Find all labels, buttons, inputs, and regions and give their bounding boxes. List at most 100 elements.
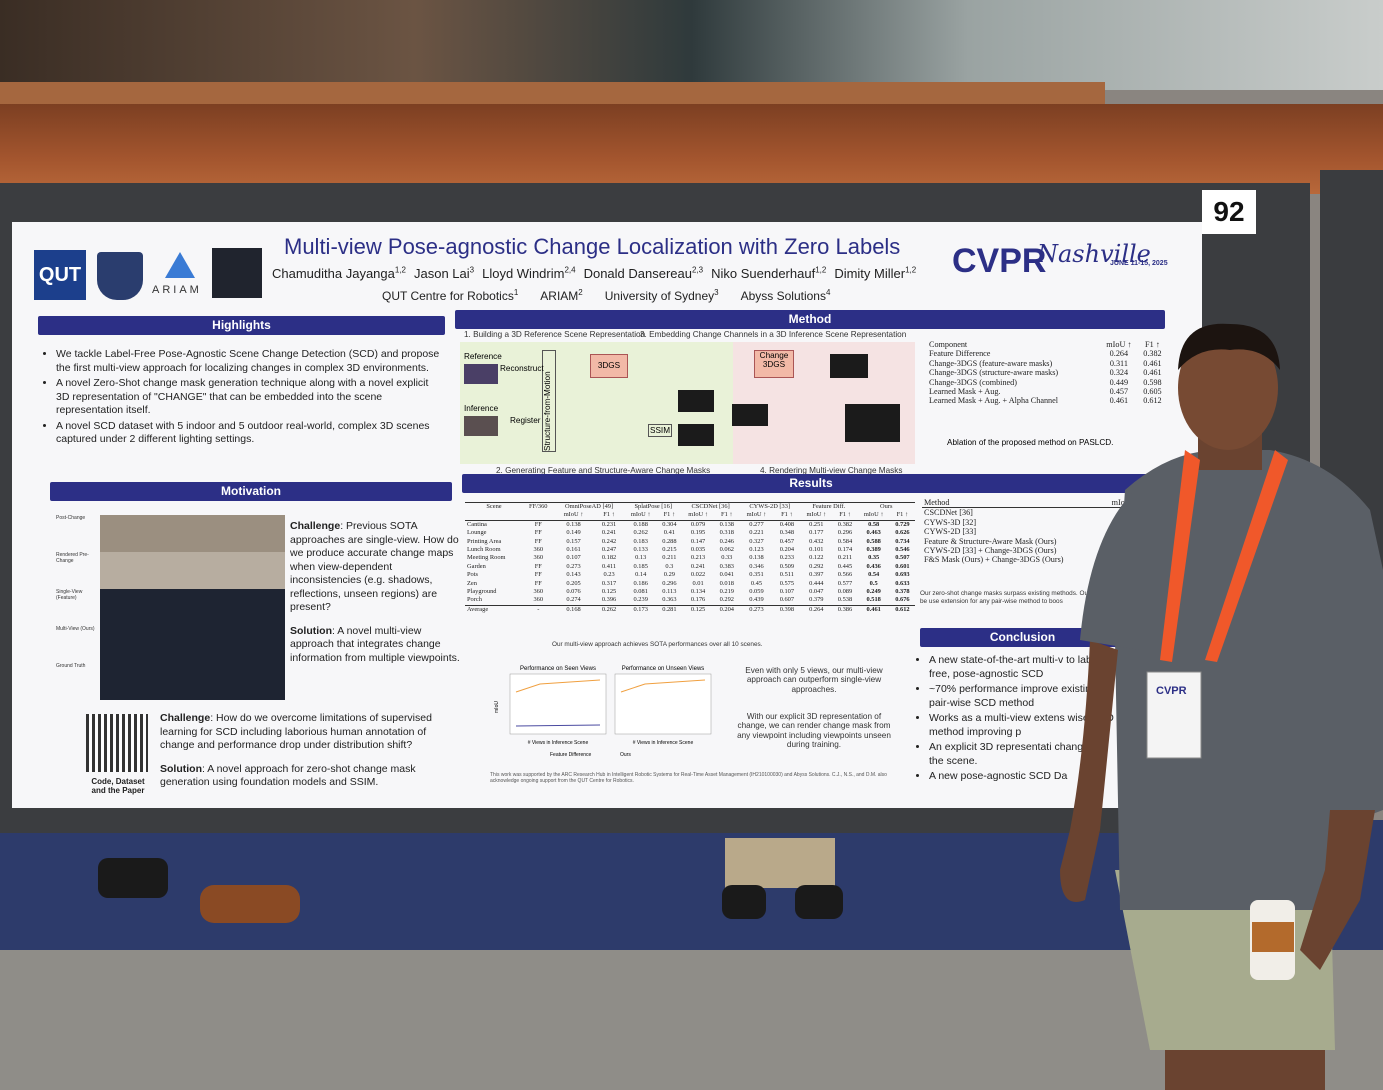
row-labels: Post-Change Rendered Pre-Change Single-Vie…	[56, 515, 100, 700]
sleeve	[1080, 485, 1140, 650]
plot-title: Performance on Unseen Views	[622, 666, 705, 672]
cell: Feature Difference	[929, 349, 991, 359]
item-label: Solution	[160, 762, 202, 775]
cell: 0.047	[809, 588, 824, 596]
wall	[0, 104, 1383, 194]
cell: 0.607	[779, 596, 795, 604]
cell: 0.273	[566, 562, 581, 570]
cell: 0.575	[779, 579, 795, 587]
qr-caption: Code, Dataset and the Paper	[91, 777, 145, 795]
y-axis-label: mIoU	[494, 701, 500, 713]
logo-mark	[165, 252, 195, 278]
cell: 0.138	[566, 520, 581, 528]
header-row: Scene FF/360 OmniPoseAD [49] SplatPose [16]…	[465, 502, 915, 512]
cell: 0.123	[749, 546, 764, 554]
row-label: Post-Change	[56, 515, 86, 521]
cell: 0.566	[837, 571, 853, 579]
upper-floor	[0, 0, 1383, 90]
cell: 0.457	[779, 537, 795, 545]
lanyard	[1205, 450, 1288, 662]
row: Learned Mask + Aug. + Alpha Channel 0.461…	[927, 396, 1167, 405]
step-label: 3. Embedding Change Channels in a 3D Inf…	[640, 330, 907, 339]
arm	[1060, 640, 1118, 902]
cell: 0.059	[749, 588, 764, 596]
cell: Average	[467, 605, 489, 613]
cell: 0.601	[895, 562, 910, 570]
subheader-cell: F1 ↑	[781, 511, 793, 519]
cell: Garden	[467, 562, 486, 570]
cell: 0.281	[662, 605, 677, 613]
cell: 0.378	[895, 588, 910, 596]
row: Porch 360 0.274 0.396 0.239 0.363 0.176 0.292 0.…	[465, 596, 915, 605]
row: Zen FF 0.205 0.317 0.186 0.296 0.01 0.018 0.45 0.…	[465, 580, 915, 588]
cell: 0.211	[662, 554, 677, 562]
cell: CYWS-2D [33]	[924, 527, 977, 537]
cell: 0.183	[633, 537, 648, 545]
row: Average - 0.168 0.262 0.173 0.281 0.125 0.204 0.…	[465, 605, 915, 614]
shoe	[722, 885, 766, 919]
table-caption: Our multi-view approach achieves SOTA pe…	[552, 641, 763, 648]
header-cell	[465, 511, 523, 520]
cell: 0.449	[1109, 377, 1129, 387]
thumbnail	[845, 404, 900, 442]
cell: 0.204	[719, 605, 734, 613]
cell: 0.5	[869, 579, 878, 587]
cell: 0.274	[566, 596, 581, 604]
section-heading: Method	[455, 310, 1165, 329]
row: Change-3DGS (combined) 0.449 0.598	[927, 378, 1167, 387]
cell: 0.147	[690, 537, 706, 545]
cell: 0.633	[895, 579, 910, 587]
header-cell: OmniPoseAD [49]	[565, 503, 614, 510]
conference-city: Nashville	[1037, 240, 1151, 268]
row: Cantina FF 0.138 0.231 0.188 0.304 0.079 0.138 0…	[465, 520, 915, 529]
cell: 0.693	[895, 571, 910, 579]
cell: 0.173	[633, 605, 648, 613]
cell: 360	[533, 554, 544, 562]
cell: 0.327	[749, 537, 764, 545]
conference-dates: JUNE 11-15, 2025	[1110, 260, 1168, 267]
header-row: Component mIoU ↑ F1 ↑	[927, 340, 1167, 349]
cell: 0.221	[749, 529, 764, 537]
cell: 0.348	[779, 529, 795, 537]
thumbnail	[678, 424, 714, 446]
cell: 0.277	[749, 520, 764, 528]
cell: 0.138	[749, 554, 764, 562]
cell: 0.14	[635, 571, 647, 579]
header-cell: Ours	[880, 503, 893, 510]
cell: 0.186	[633, 579, 648, 587]
cell: FF	[534, 520, 542, 528]
plot-title: Performance on Seen Views	[520, 666, 596, 672]
cell: 0.58	[868, 520, 880, 528]
cell: 0.444	[809, 579, 824, 587]
cell: Printing Area	[467, 537, 502, 545]
cell: 0.383	[719, 562, 734, 570]
plot-line	[620, 679, 706, 693]
row: Garden FF 0.273 0.411 0.185 0.3 0.241 0.383 0.34…	[465, 563, 915, 571]
affiliation-name: University of Sydney	[604, 289, 715, 303]
conclusion-item: A new state-of-the-art multi-v to label-…	[929, 654, 1117, 681]
cell: 0.588	[866, 537, 881, 545]
motivation-item: Solution: A novel multi-view approach th…	[290, 625, 460, 666]
thumbnail	[678, 390, 714, 412]
cell: 0.23	[603, 571, 615, 579]
row: CYWS-2D [33] + Change-3DGS (Ours)	[922, 546, 1167, 555]
row: Lounge FF 0.149 0.241 0.262 0.41 0.195 0.318 0.2…	[465, 529, 915, 537]
affiliation: University of Sydney3	[604, 288, 719, 303]
cell: 0.411	[601, 562, 617, 570]
subheader-row: mIoU ↑ F1 ↑ mIoU ↑ F1 ↑ mIoU ↑ F1 ↑ mIoU ↑ F1 ↑…	[465, 511, 915, 521]
cell: 0.304	[662, 520, 677, 528]
author-name: Chamuditha Jayanga	[272, 266, 395, 282]
thumbnail	[464, 416, 498, 436]
item-label: Challenge	[160, 712, 211, 724]
author-sup: 3	[469, 266, 475, 275]
affiliation-name: ARIAM	[540, 289, 579, 303]
cell: 0.511	[779, 571, 794, 579]
cell: Zen	[467, 579, 477, 587]
acknowledgement: This work was supported by the ARC Resea…	[490, 772, 887, 784]
highlight-item: A novel Zero-Shot change mask generation…	[56, 377, 444, 418]
cell: 0.296	[837, 529, 853, 537]
item-text: : How do we overcome limitations of supe…	[160, 712, 432, 751]
subheader-cell: mIoU ↑	[688, 511, 708, 519]
cell: 0.13	[635, 554, 647, 562]
diagram-block: SSIM	[648, 424, 673, 438]
